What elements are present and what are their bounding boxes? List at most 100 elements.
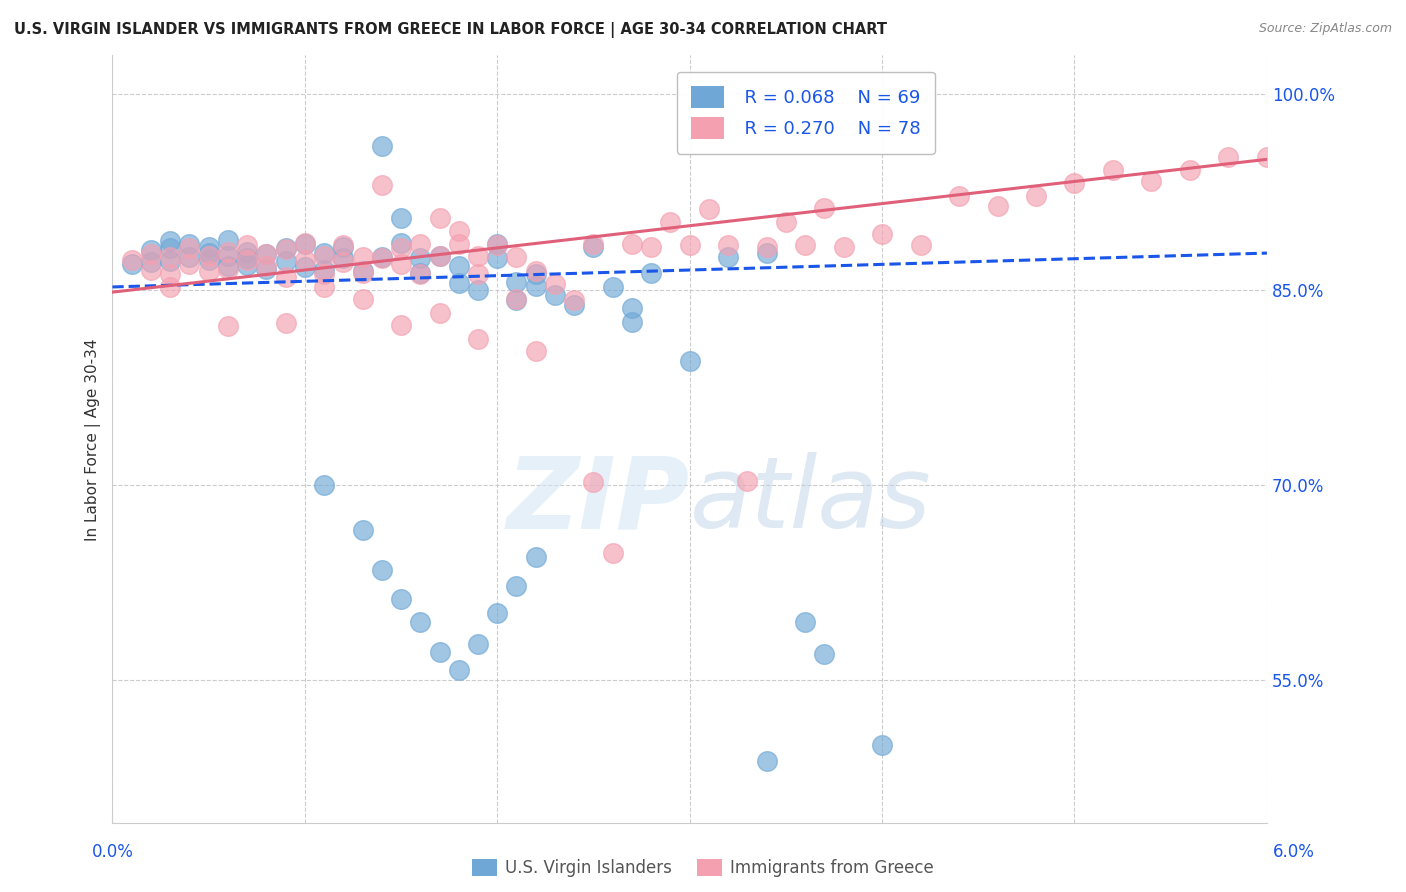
Point <box>524 278 547 293</box>
Point <box>274 241 297 255</box>
Point <box>332 239 354 253</box>
Point <box>447 663 470 677</box>
Point <box>737 474 759 488</box>
Point <box>236 258 259 272</box>
Point <box>312 249 335 263</box>
Point <box>659 215 682 229</box>
Point <box>352 524 374 538</box>
Point <box>544 277 567 292</box>
Point <box>312 478 335 492</box>
Point <box>679 354 702 368</box>
Point <box>389 235 412 250</box>
Point <box>755 754 778 768</box>
Point <box>524 264 547 278</box>
Point <box>697 202 720 216</box>
Point <box>236 252 259 267</box>
Point <box>1025 188 1047 202</box>
Point <box>467 332 489 346</box>
Point <box>486 252 509 266</box>
Point <box>948 188 970 202</box>
Point <box>794 615 817 629</box>
Point <box>620 237 643 252</box>
Point <box>217 233 239 247</box>
Point <box>447 224 470 238</box>
Point <box>139 263 162 277</box>
Point <box>429 249 451 263</box>
Point <box>505 250 527 264</box>
Point <box>813 647 835 661</box>
Point <box>524 549 547 564</box>
Point <box>467 283 489 297</box>
Point <box>236 252 259 266</box>
Point <box>352 250 374 264</box>
Point <box>139 255 162 269</box>
Point <box>582 475 605 490</box>
Point <box>986 199 1008 213</box>
Point <box>294 260 316 275</box>
Point <box>217 259 239 273</box>
Point <box>371 562 394 576</box>
Point <box>274 317 297 331</box>
Point <box>254 259 277 273</box>
Point <box>467 637 489 651</box>
Point <box>409 267 432 281</box>
Point <box>1178 162 1201 177</box>
Point <box>159 235 181 249</box>
Point <box>139 247 162 261</box>
Point <box>389 256 412 270</box>
Point <box>1256 150 1278 164</box>
Point <box>294 252 316 267</box>
Point <box>352 292 374 306</box>
Y-axis label: In Labor Force | Age 30-34: In Labor Force | Age 30-34 <box>86 338 101 541</box>
Point <box>602 280 624 294</box>
Point <box>620 301 643 315</box>
Text: ZIP: ZIP <box>506 452 690 549</box>
Point <box>910 238 932 252</box>
Legend: U.S. Virgin Islanders, Immigrants from Greece: U.S. Virgin Islanders, Immigrants from G… <box>465 852 941 884</box>
Point <box>332 238 354 252</box>
Point <box>197 239 219 253</box>
Point <box>409 237 432 252</box>
Point <box>1140 174 1163 188</box>
Point <box>717 250 740 264</box>
Text: 0.0%: 0.0% <box>91 843 134 861</box>
Point <box>179 237 201 252</box>
Point <box>236 238 259 252</box>
Point <box>197 246 219 260</box>
Point <box>620 315 643 329</box>
Point <box>832 239 855 253</box>
Point <box>755 246 778 260</box>
Point <box>409 615 432 629</box>
Point <box>254 247 277 261</box>
Point <box>197 249 219 263</box>
Point <box>467 267 489 281</box>
Point <box>197 264 219 278</box>
Point <box>312 267 335 281</box>
Point <box>602 546 624 560</box>
Point <box>582 239 605 253</box>
Point <box>429 249 451 263</box>
Point <box>332 252 354 266</box>
Text: U.S. VIRGIN ISLANDER VS IMMIGRANTS FROM GREECE IN LABOR FORCE | AGE 30-34 CORREL: U.S. VIRGIN ISLANDER VS IMMIGRANTS FROM … <box>14 22 887 38</box>
Point <box>505 579 527 593</box>
Point <box>121 252 143 267</box>
Point <box>1102 162 1125 177</box>
Point <box>352 266 374 280</box>
Point <box>389 241 412 255</box>
Point <box>274 242 297 256</box>
Point <box>217 261 239 276</box>
Point <box>236 244 259 259</box>
Point <box>429 644 451 658</box>
Text: 6.0%: 6.0% <box>1272 843 1315 861</box>
Point <box>274 269 297 284</box>
Point <box>870 739 893 753</box>
Point <box>312 246 335 260</box>
Point <box>486 238 509 252</box>
Point <box>582 237 605 252</box>
Point <box>640 239 662 253</box>
Text: Source: ZipAtlas.com: Source: ZipAtlas.com <box>1258 22 1392 36</box>
Point <box>813 201 835 215</box>
Point <box>159 267 181 281</box>
Point <box>717 238 740 252</box>
Point <box>159 250 181 264</box>
